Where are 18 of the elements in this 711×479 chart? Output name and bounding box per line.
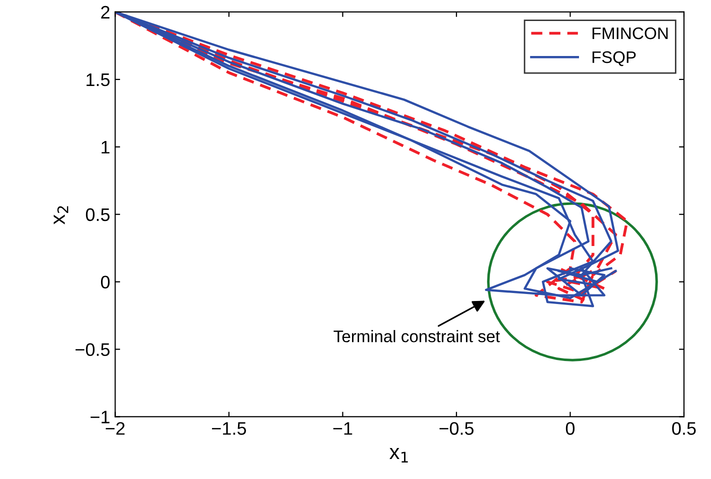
x-tick-label: −0.5	[440, 422, 474, 435]
y-tick-label: 1.5	[86, 74, 110, 86]
x-tick-label: 0	[566, 422, 575, 435]
y-tick-label: 0.5	[86, 208, 110, 222]
annotation: Terminal constraint set	[334, 330, 500, 342]
y-tick-label: 0	[100, 276, 110, 289]
x-tick-label: −2	[106, 422, 125, 435]
x-tick-label: 0.5	[672, 422, 696, 435]
y-axis-title: x$_{2}$	[54, 206, 68, 224]
y-tick-label: 2	[101, 6, 110, 19]
y-tick-label: −1	[90, 410, 110, 424]
legend-label: FMINCON	[592, 27, 668, 40]
x-axis-title: x$_{1}$	[390, 448, 408, 462]
y-tick-label: −0.5	[76, 343, 110, 356]
y-tick-label: 1	[102, 141, 110, 154]
x-tick-label: −1	[333, 422, 352, 435]
x-tick-label: −1.5	[212, 422, 246, 435]
legend-label: FSQP	[592, 51, 636, 66]
